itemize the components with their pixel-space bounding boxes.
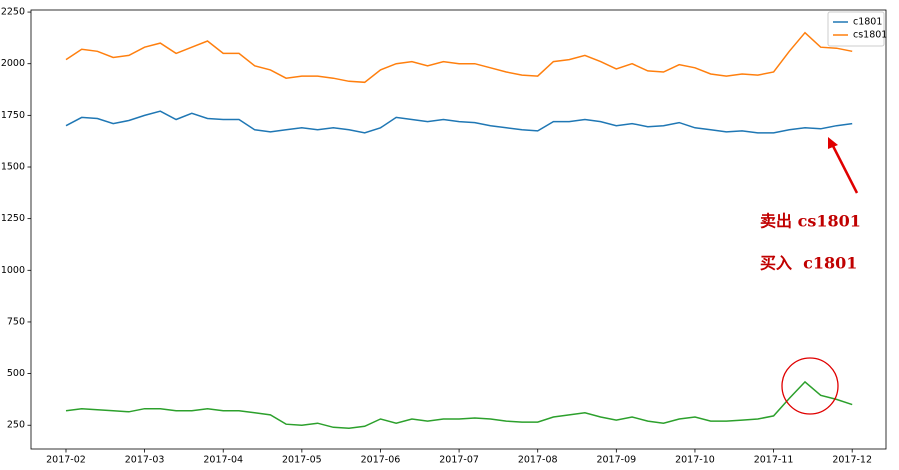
line-series [65,380,853,430]
x-tick-label: 2017-04 [203,455,243,466]
y-tick-label: 1500 [1,162,25,173]
y-tick-label: 1750 [1,110,25,121]
y-tick-label: 250 [7,420,25,431]
annotation-arrow [830,143,859,194]
x-tick-label: 2017-08 [518,455,558,466]
x-tick-label: 2017-12 [832,455,872,466]
x-tick-label: 2017-11 [754,455,794,466]
x-tick-label: 2017-09 [596,455,636,466]
y-tick-label: 500 [7,368,25,379]
x-tick-label: 2017-02 [46,455,86,466]
x-tick-label: 2017-06 [361,455,401,466]
plot-area: 250 500 750 1000 1250 1500 1750 2000 2250 2017-02… [1,7,888,466]
y-tick-label: 1000 [1,265,25,276]
legend-label: c1801 [853,17,882,28]
y-tick-label: 750 [7,316,25,327]
line-series [65,31,853,84]
y-tick-label: 2250 [1,7,25,18]
annotation: 卖出 cs1801 [760,212,861,231]
plot-frame [30,9,887,450]
y-tick-label: 1250 [1,213,25,224]
y-tick-label: 2000 [1,58,25,69]
arrow-head [828,137,838,149]
legend-box [827,11,885,47]
line-series [65,110,853,134]
x-tick-label: 2017-05 [282,455,322,466]
x-tick-label: 2017-07 [439,455,479,466]
x-tick-label: 2017-10 [675,455,715,466]
legend-label: cs1801 [853,30,887,41]
highlight-circle [781,357,839,415]
annotation: 买入 c1801 [760,254,857,273]
x-tick-label: 2017-03 [125,455,165,466]
